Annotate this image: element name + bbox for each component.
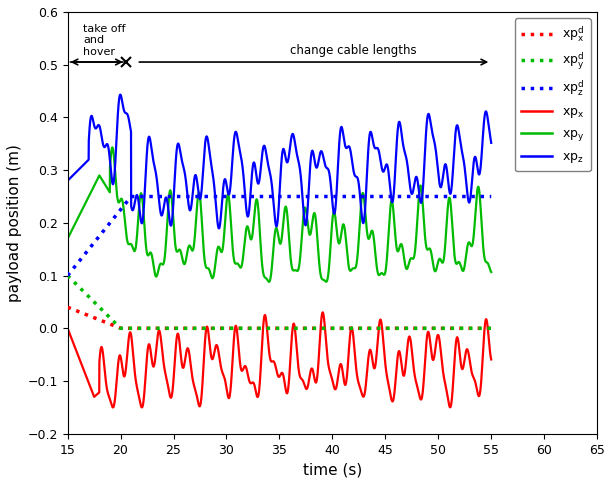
Y-axis label: payload position (m): payload position (m): [7, 144, 22, 302]
Legend: xp$^{\rm d}_{\rm x}$, xp$^{\rm d}_{\rm y}$, xp$^{\rm d}_{\rm z}$, xp$_{\rm x}$, : xp$^{\rm d}_{\rm x}$, xp$^{\rm d}_{\rm y…: [515, 18, 591, 171]
Text: take off
and
hover: take off and hover: [83, 24, 126, 57]
X-axis label: time (s): time (s): [303, 462, 362, 477]
Text: change cable lengths: change cable lengths: [290, 44, 417, 57]
